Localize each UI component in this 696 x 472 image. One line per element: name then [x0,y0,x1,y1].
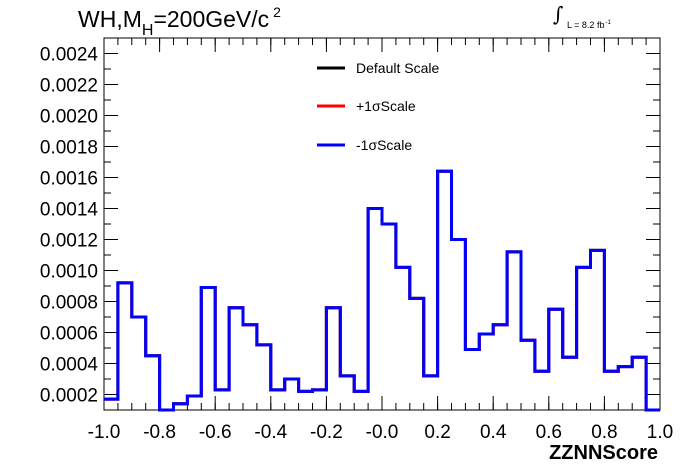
y-tick-label: 0.0014 [40,200,99,221]
y-tick-label: 0.0002 [40,386,98,407]
legend-label-default: Default Scale [356,60,440,76]
y-tick-label: 0.0022 [40,76,98,97]
x-tick-label: -0.8 [143,422,176,443]
luminosity-value: L = 8.2 fb [567,20,605,30]
title-rest: =200GeV/c [153,6,270,32]
y-tick-label: 0.0006 [40,324,98,345]
x-tick-label: -0.2 [310,422,343,443]
y-tick-label: 0.0024 [40,45,99,66]
x-tick-label: 0.2 [424,422,450,443]
y-tick-label: 0.0010 [40,262,98,283]
x-tick-label: -1.0 [88,422,121,443]
legend-label-minus1sigma: -1σScale [356,137,413,153]
luminosity-unit-exponent: -1 [605,20,611,26]
x-axis-label: ZZNNScore [549,442,658,464]
title-superscript: 2 [273,4,281,20]
chart-title: WH,MH=200GeV/c 2 [78,4,281,39]
y-tick-label: 0.0018 [40,138,98,159]
y-tick-label: 0.0012 [40,231,98,252]
x-tick-label: 0.4 [480,422,507,443]
title-subscript: H [141,22,154,39]
x-tick-label: 0.6 [536,422,562,443]
y-tick-label: 0.0020 [40,107,98,128]
legend-label-plus1sigma: +1σScale [356,98,416,114]
x-tick-label: 0.8 [591,422,617,443]
title-main: WH,M [78,6,142,32]
luminosity-text: L = 8.2 fb-1 [567,20,611,30]
x-tick-label: 1.0 [647,422,673,443]
x-tick-label: -0.4 [254,422,287,443]
y-tick-label: 0.0016 [40,169,98,190]
x-tick-label: -0.0 [366,422,399,443]
y-tick-label: 0.0004 [40,355,99,376]
integral-symbol: ∫ [553,2,564,26]
x-tick-label: -0.6 [199,422,232,443]
y-tick-label: 0.0008 [40,293,98,314]
series-line-2 [104,169,660,412]
